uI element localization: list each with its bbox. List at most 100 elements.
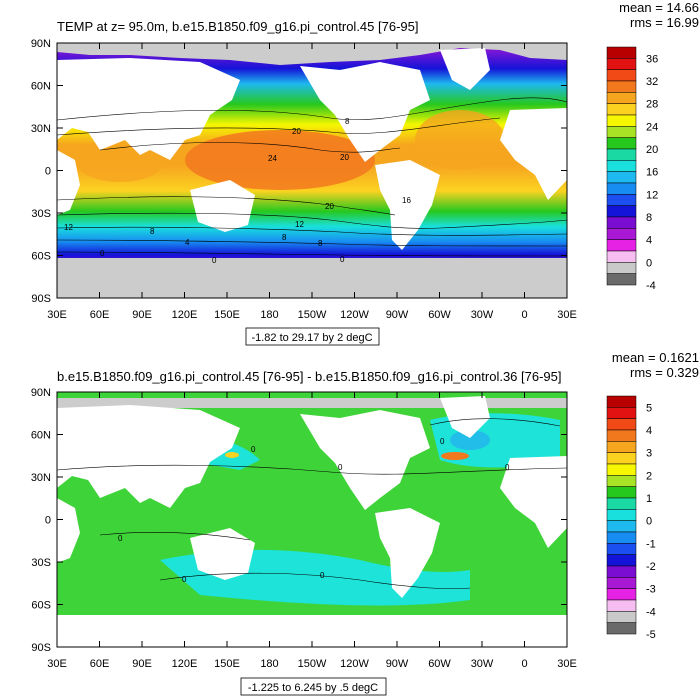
lon-tick-label: 60E [90, 658, 110, 670]
lon-tick-label: 150W [298, 658, 327, 670]
colorbar-label: 36 [646, 53, 658, 65]
contour-label: 0 [251, 445, 256, 454]
bottom-land-samerica [375, 508, 440, 598]
colorbar-label: 0 [646, 516, 652, 528]
top-mean: mean = 14.66 [619, 0, 699, 15]
bottom-panel: b.e15.B1850.f09_g16.pi_control.45 [76-95… [31, 350, 699, 696]
colorbar-swatch [606, 69, 637, 82]
lat-tick-label: 60N [31, 81, 51, 93]
lon-tick-label: 120E [172, 658, 198, 670]
lat-tick-label: 90N [31, 387, 51, 399]
colorbar-swatch [606, 531, 637, 544]
colorbar-swatch [606, 137, 637, 150]
bottom-lightblue-spot [450, 430, 490, 450]
lon-tick-label: 150E [214, 658, 240, 670]
contour-label: 24 [268, 154, 277, 163]
lat-tick-label: 60N [31, 430, 51, 442]
lat-tick-label: 90S [31, 293, 51, 305]
lon-tick-label: 30E [557, 658, 577, 670]
colorbar-swatch [606, 103, 637, 116]
colorbar-swatch [606, 429, 637, 442]
contour-label: 8 [282, 233, 287, 242]
colorbar-swatch [606, 92, 637, 104]
contour-label: 0 [440, 437, 445, 446]
top-land-australia [190, 180, 255, 232]
lat-tick-label: 30S [31, 208, 51, 220]
bottom-lat-ticks: 90N 60N 30N 0 30S 60S 90S [31, 387, 567, 654]
lat-tick-label: 0 [45, 515, 51, 527]
lat-tick-label: 30N [31, 472, 51, 484]
top-land-namerica [300, 62, 430, 162]
top-warm-pool [185, 130, 375, 190]
lon-tick-label: 90E [132, 658, 152, 670]
top-range-label: -1.82 to 29.17 by 2 degC [251, 332, 372, 344]
lon-tick-label: 0 [521, 658, 527, 670]
lon-tick-label: 30E [47, 309, 67, 321]
top-colorbar: 36 32 28 24 20 16 12 8 4 0 -4 [606, 46, 658, 292]
top-panel: TEMP at z= 95.0m, b.e15.B1850.f09_g16.pi… [31, 0, 699, 346]
contour-label: 0 [340, 255, 345, 264]
contour-label: 0 [118, 534, 123, 543]
colorbar-swatch [606, 80, 637, 93]
colorbar-swatch [606, 250, 637, 263]
lon-tick-label: 120E [172, 309, 198, 321]
colorbar-swatch [606, 216, 637, 229]
lat-tick-label: 0 [45, 166, 51, 178]
bottom-lon-ticks: 30E 60E 90E 120E 150E 180 150W 120W 90W 60W 30W 0 30… [47, 392, 577, 670]
lon-tick-label: 30W [471, 309, 494, 321]
lon-tick-label: 60W [428, 658, 451, 670]
bottom-land-africa [57, 498, 80, 563]
bottom-land-africa-east [500, 456, 567, 548]
colorbar-swatch [606, 126, 637, 138]
colorbar-swatch [606, 194, 637, 206]
contour-label: 8 [345, 117, 350, 126]
colorbar-swatch [606, 565, 637, 578]
colorbar-label: -2 [646, 561, 656, 573]
colorbar-label: 4 [646, 235, 652, 247]
colorbar-swatch [606, 273, 637, 286]
top-contours [57, 97, 567, 257]
colorbar-swatch [606, 262, 637, 274]
colorbar-swatch [606, 58, 637, 70]
colorbar-swatch [606, 599, 637, 612]
lon-tick-label: 90E [132, 309, 152, 321]
colorbar-swatch [606, 418, 637, 431]
colorbar-swatch [606, 452, 637, 465]
lat-tick-label: 30S [31, 557, 51, 569]
contour-label: 4 [185, 238, 190, 247]
bottom-land-australia [190, 528, 255, 580]
colorbar-label: -4 [646, 606, 656, 618]
colorbar-label: -1 [646, 538, 656, 550]
colorbar-swatch [606, 520, 637, 533]
colorbar-label: 3 [646, 448, 652, 460]
top-land-africa-east [500, 108, 567, 200]
colorbar-label: 0 [646, 257, 652, 269]
bottom-land-greenland [440, 396, 490, 438]
lat-tick-label: 30N [31, 123, 51, 135]
colorbar-swatch [606, 554, 637, 567]
colorbar-label: -3 [646, 584, 656, 596]
bottom-map-field: 0 0 0 0 0 0 0 [57, 392, 567, 647]
colorbar-swatch [606, 114, 637, 127]
bottom-range-label: -1.225 to 6.245 by .5 degC [248, 682, 378, 694]
bottom-range-box [240, 677, 387, 696]
colorbar-swatch [606, 475, 637, 487]
bottom-anomaly-hotspot [441, 452, 469, 460]
top-lat-ticks: 90N 60N 30N 0 30S 60S 90S [31, 38, 567, 305]
contour-label: 20 [340, 153, 349, 162]
lat-tick-label: 90S [31, 642, 51, 654]
colorbar-swatch [606, 543, 637, 555]
lon-tick-label: 60E [90, 309, 110, 321]
colorbar-label: 4 [646, 425, 652, 437]
colorbar-swatch [606, 622, 637, 635]
top-land-samerica [375, 160, 440, 250]
colorbar-swatch [606, 395, 637, 408]
bottom-land-asia [57, 405, 240, 508]
colorbar-swatch [606, 577, 637, 589]
colorbar-swatch [606, 441, 637, 453]
lon-tick-label: 150W [298, 309, 327, 321]
lon-tick-label: 30E [47, 658, 67, 670]
top-map-field: 20 24 20 20 16 12 12 8 8 8 4 0 0 0 8 [57, 43, 567, 298]
top-land-greenland [440, 48, 490, 90]
